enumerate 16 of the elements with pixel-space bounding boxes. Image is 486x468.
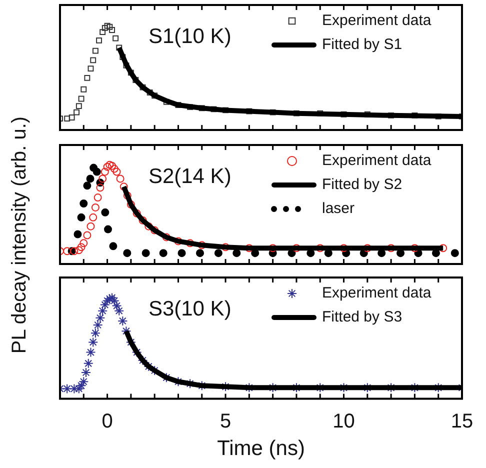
x-tick-label: 15 — [450, 410, 474, 432]
x-tick-label: 5 — [220, 410, 232, 432]
x-tick-label: 0 — [102, 410, 113, 432]
legend-label: Fitted by S3 — [322, 308, 402, 326]
legend-label: Experiment data — [322, 12, 432, 30]
legend-label: laser — [322, 200, 355, 218]
annotation: S1(10 K) — [148, 24, 232, 48]
annotation: S3(10 K) — [148, 297, 232, 320]
x-axis-title: Time (ns) — [217, 437, 305, 460]
annotation: S2(14 K) — [148, 164, 232, 188]
legend-label: Fitted by S2 — [322, 176, 402, 194]
legend-label: Fitted by S1 — [322, 36, 402, 54]
y-axis-title: PL decay intensity (arb. u.) — [8, 116, 32, 354]
x-tick-label: 10 — [332, 410, 355, 432]
legend-label: Experiment data — [322, 152, 432, 170]
legend-label: Experiment data — [322, 284, 432, 302]
